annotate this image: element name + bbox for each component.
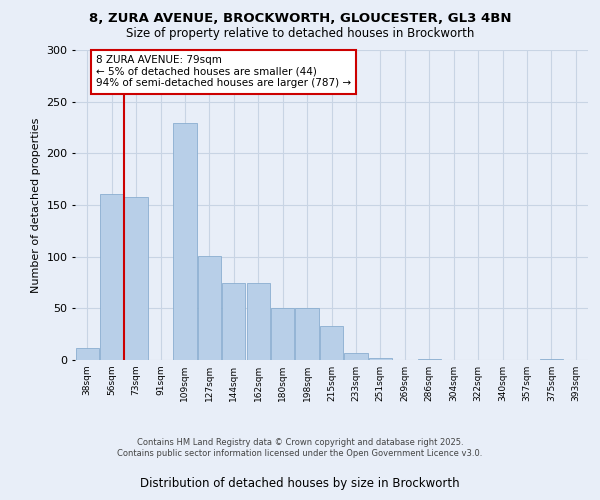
Text: Size of property relative to detached houses in Brockworth: Size of property relative to detached ho… [126,28,474,40]
Bar [76,348,99,360]
Bar [124,196,148,360]
Bar [173,124,197,360]
Bar [418,359,441,360]
Bar [320,326,343,360]
Bar [295,308,319,360]
Bar [198,256,221,360]
Bar [100,194,123,360]
Text: 8, ZURA AVENUE, BROCKWORTH, GLOUCESTER, GL3 4BN: 8, ZURA AVENUE, BROCKWORTH, GLOUCESTER, … [89,12,511,26]
Text: 8 ZURA AVENUE: 79sqm
← 5% of detached houses are smaller (44)
94% of semi-detach: 8 ZURA AVENUE: 79sqm ← 5% of detached ho… [96,55,351,88]
Bar [344,353,368,360]
Bar [369,358,392,360]
Bar [247,282,270,360]
Text: Distribution of detached houses by size in Brockworth: Distribution of detached houses by size … [140,477,460,490]
Text: Contains HM Land Registry data © Crown copyright and database right 2025.
Contai: Contains HM Land Registry data © Crown c… [118,438,482,458]
Bar [540,359,563,360]
Y-axis label: Number of detached properties: Number of detached properties [31,118,41,292]
Bar [271,308,294,360]
Bar [222,282,245,360]
